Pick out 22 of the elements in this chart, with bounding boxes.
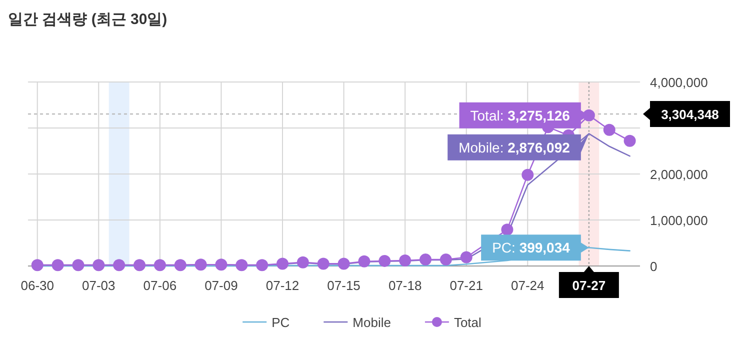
annotation: Total: 3,275,126 <box>470 107 570 124</box>
x-tick-label: 07-21 <box>450 278 483 293</box>
chart-title: 일간 검색량 (최근 30일) <box>8 11 168 28</box>
x-tick-label: 07-15 <box>327 278 360 293</box>
y-tick-label: 2,000,000 <box>650 167 708 182</box>
x-tick-label: 07-06 <box>143 278 177 293</box>
ref-line-label: 07-27 <box>572 278 606 293</box>
legend-label: Mobile <box>352 315 391 330</box>
x-tick-label: 07-09 <box>204 278 238 293</box>
x-tick-label: 07-24 <box>511 278 544 293</box>
x-tick-label: 07-12 <box>266 278 300 293</box>
x-tick-label: 07-18 <box>388 278 422 293</box>
annotation: Mobile: 2,876,092 <box>458 139 570 156</box>
y-tick-label: 0 <box>650 259 658 274</box>
annotation: PC: 399,034 <box>492 240 570 256</box>
x-tick-label: 06-30 <box>20 278 54 293</box>
legend-label: PC <box>272 315 290 330</box>
y-tick-label: 4,000,000 <box>650 75 708 90</box>
x-tick-label: 07-03 <box>82 278 116 293</box>
ref-line-label: 3,304,348 <box>661 107 719 122</box>
legend-label: Total <box>454 315 482 330</box>
y-tick-label: 1,000,000 <box>650 213 708 228</box>
